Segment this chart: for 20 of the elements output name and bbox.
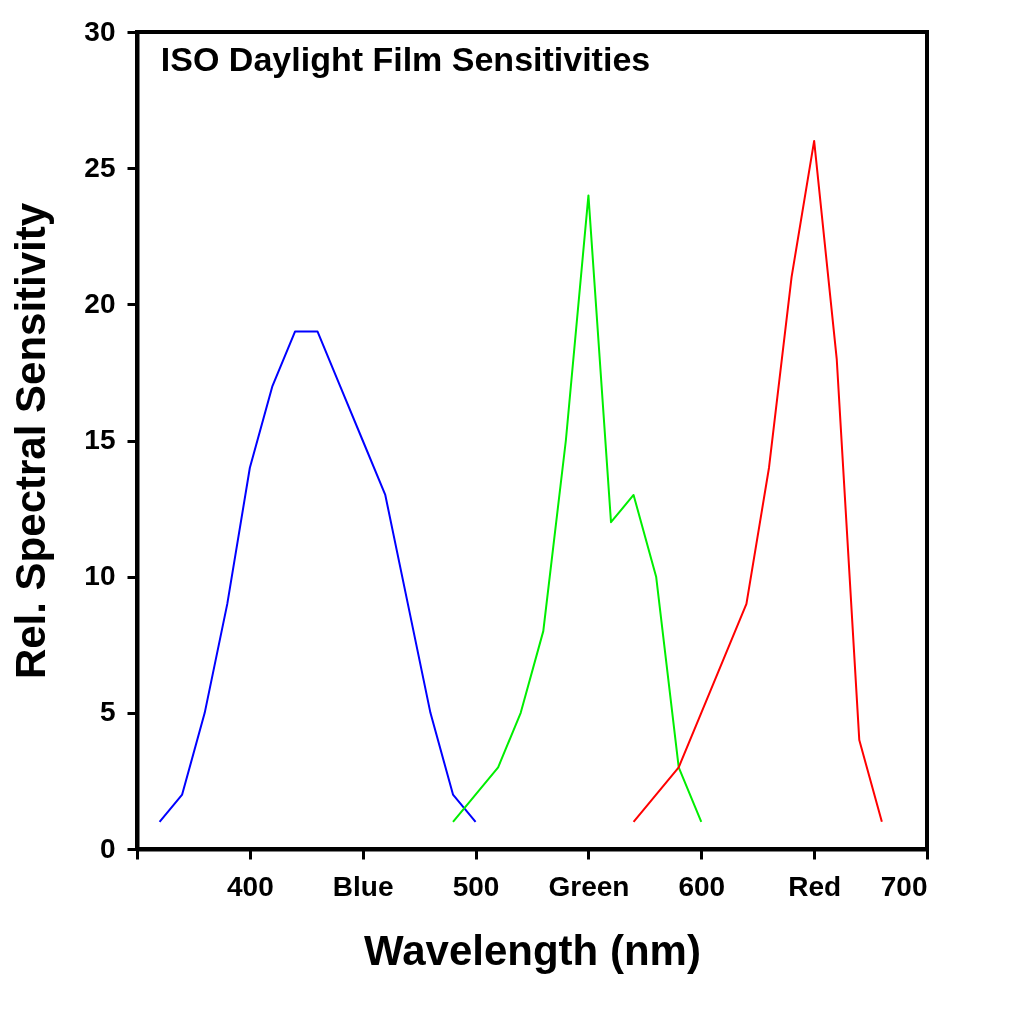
- y-tick-label: 10: [84, 560, 116, 592]
- y-axis-title: Rel. Spectral Sensitivity: [7, 202, 55, 680]
- x-tick-label: 700: [880, 870, 928, 902]
- line-series: [632, 139, 883, 823]
- x-axis-title: Wavelength (nm): [364, 926, 701, 974]
- y-tick-label: 30: [84, 15, 116, 47]
- x-tick-label: 500: [452, 870, 500, 902]
- y-tick-label: 20: [84, 287, 116, 319]
- line-series: [158, 330, 477, 823]
- x-tick-label: Green: [548, 870, 630, 902]
- y-tick-label: 25: [84, 151, 116, 183]
- chart-title: ISO Daylight Film Sensitivities: [160, 40, 651, 78]
- x-tick-label: 600: [678, 870, 726, 902]
- line-series: [452, 194, 703, 823]
- x-tick-label: Blue: [332, 870, 394, 902]
- x-tick-label: Red: [788, 870, 842, 902]
- y-tick-label: 5: [99, 696, 116, 728]
- y-tick-label: 0: [99, 832, 116, 864]
- y-tick-label: 15: [84, 424, 116, 455]
- x-tick-label: 400: [227, 870, 274, 902]
